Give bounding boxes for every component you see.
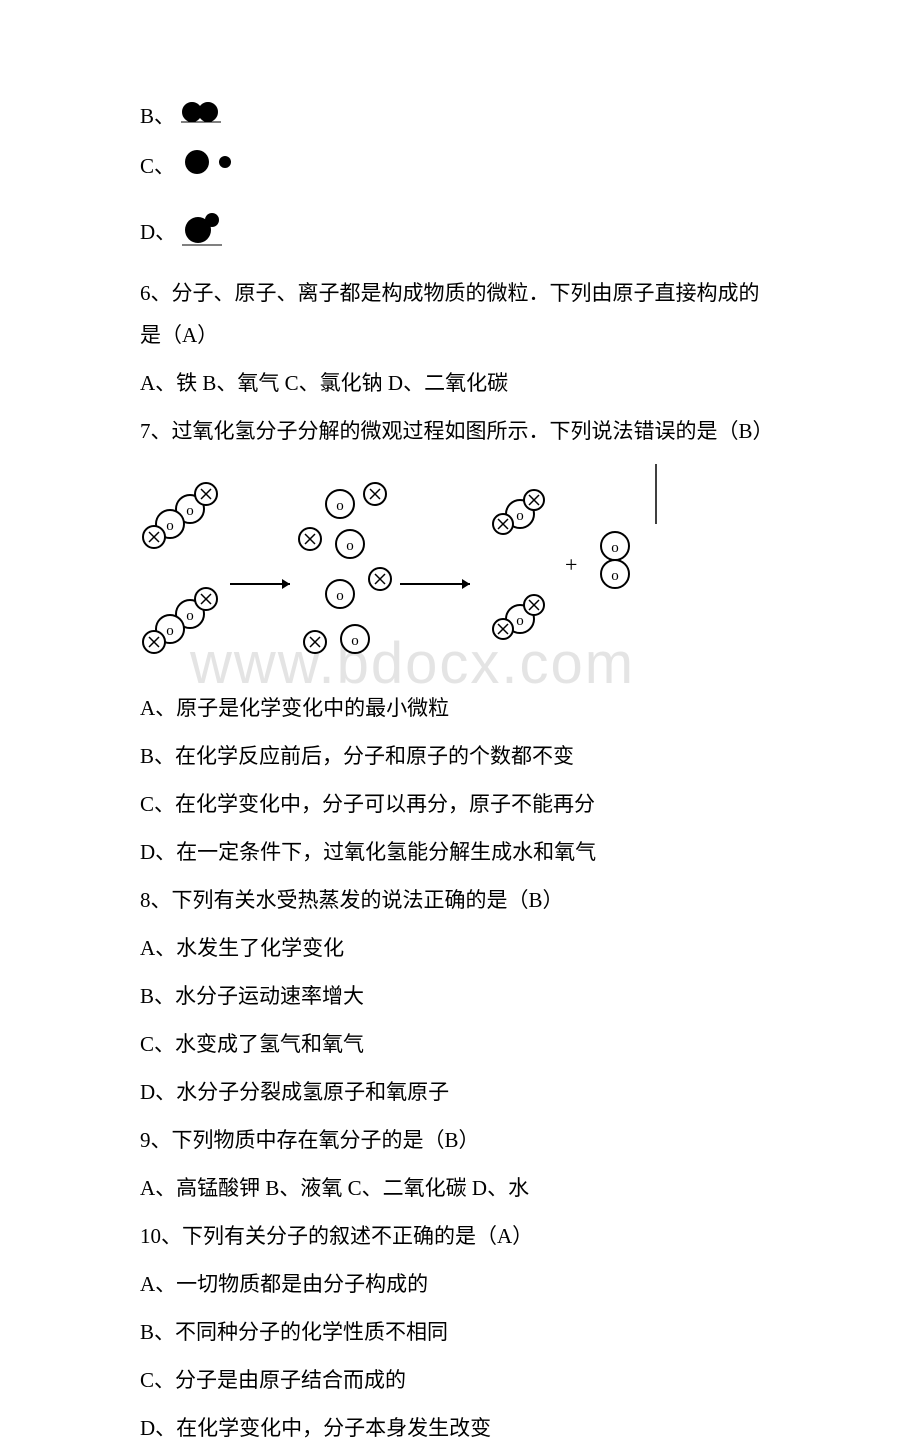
- svg-text:o: o: [346, 538, 354, 554]
- svg-text:o: o: [166, 623, 174, 639]
- document-content: B、 C、 D、 6、分子、原子、离子都是构成物质的微粒: [140, 100, 780, 1449]
- reaction-diagram: o o o o o: [140, 464, 780, 669]
- option-d-prefix: D、: [140, 216, 176, 246]
- q10-text: 10、下列有关分子的叙述不正确的是（A）: [140, 1215, 780, 1257]
- q6-text: 6、分子、原子、离子都是构成物质的微粒．下列由原子直接构成的是（A）: [140, 272, 780, 356]
- option-b-prefix: B、: [140, 100, 175, 130]
- svg-text:o: o: [336, 498, 344, 514]
- svg-text:o: o: [516, 508, 524, 524]
- q7-a: A、原子是化学变化中的最小微粒: [140, 687, 780, 729]
- svg-text:o: o: [516, 613, 524, 629]
- svg-text:o: o: [166, 518, 174, 534]
- molecule-icon-d: [182, 210, 226, 252]
- q7-b: B、在化学反应前后，分子和原子的个数都不变: [140, 735, 780, 777]
- svg-text:o: o: [351, 633, 359, 649]
- svg-text:o: o: [611, 568, 619, 584]
- q7-c: C、在化学变化中，分子可以再分，原子不能再分: [140, 783, 780, 825]
- option-c-prefix: C、: [140, 150, 175, 180]
- q8-d: D、水分子分裂成氢原子和氧原子: [140, 1071, 780, 1113]
- q9-text: 9、下列物质中存在氧分子的是（B）: [140, 1119, 780, 1161]
- option-b-row: B、: [140, 100, 780, 130]
- option-c-row: C、: [140, 148, 780, 182]
- q10-a: A、一切物质都是由分子构成的: [140, 1263, 780, 1305]
- q7-d: D、在一定条件下，过氧化氢能分解生成水和氧气: [140, 831, 780, 873]
- q8-text: 8、下列有关水受热蒸发的说法正确的是（B）: [140, 879, 780, 921]
- option-d-row: D、: [140, 210, 780, 252]
- svg-text:o: o: [186, 503, 194, 519]
- molecule-icon-c: [181, 148, 237, 182]
- svg-text:o: o: [336, 588, 344, 604]
- q7-text: 7、过氧化氢分子分解的微观过程如图所示．下列说法错误的是（B）: [140, 410, 780, 452]
- svg-text:+: +: [565, 552, 577, 577]
- svg-text:o: o: [186, 608, 194, 624]
- q10-b: B、不同种分子的化学性质不相同: [140, 1311, 780, 1353]
- q8-c: C、水变成了氢气和氧气: [140, 1023, 780, 1065]
- q8-a: A、水发生了化学变化: [140, 927, 780, 969]
- svg-text:o: o: [611, 540, 619, 556]
- q10-d: D、在化学变化中，分子本身发生改变: [140, 1407, 780, 1449]
- q9-options: A、高锰酸钾 B、液氧 C、二氧化碳 D、水: [140, 1167, 780, 1209]
- q10-c: C、分子是由原子结合而成的: [140, 1359, 780, 1401]
- q8-b: B、水分子运动速率增大: [140, 975, 780, 1017]
- molecule-icon-b: [181, 101, 221, 129]
- q6-options: A、铁 B、氧气 C、氯化钠 D、二氧化碳: [140, 362, 780, 404]
